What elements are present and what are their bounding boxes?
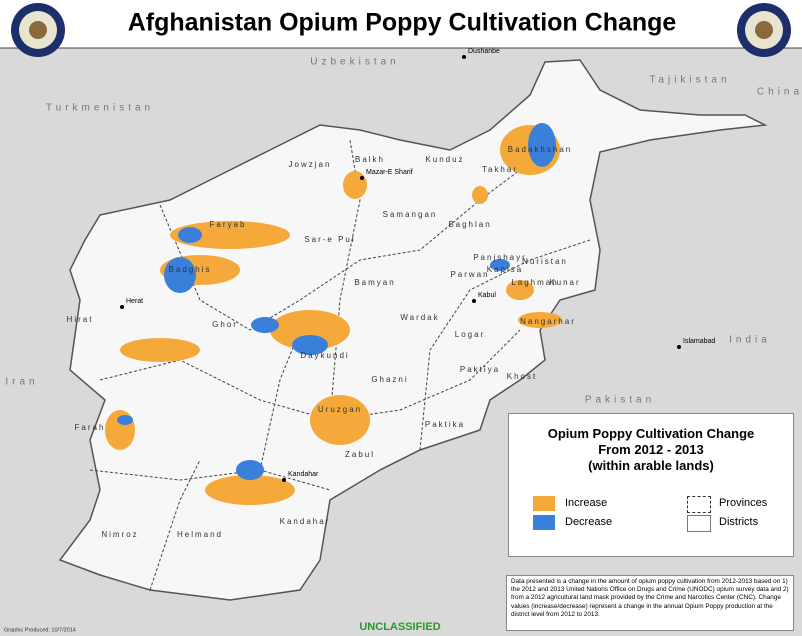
increase-areas bbox=[105, 125, 562, 505]
city-label: Herat bbox=[126, 298, 143, 305]
province-label: Faryab bbox=[210, 220, 247, 229]
legend-label: Decrease bbox=[565, 516, 613, 528]
province-label: Sar-e Pul bbox=[304, 235, 355, 244]
legend-title-line: (within arable lands) bbox=[588, 458, 714, 473]
legend-label: Increase bbox=[565, 497, 608, 509]
country-label: Iran bbox=[5, 377, 38, 388]
province-label: Hirat bbox=[67, 315, 94, 324]
city-label: Kabul bbox=[478, 292, 496, 299]
province-label: Samangan bbox=[383, 210, 438, 219]
province-label: Kapisa bbox=[487, 265, 523, 274]
province-label: Nimroz bbox=[101, 530, 138, 539]
title-bar bbox=[0, 0, 802, 48]
legend: Opium Poppy Cultivation Change From 2012 … bbox=[508, 413, 794, 557]
province-label: Wardak bbox=[400, 313, 439, 322]
city-dot bbox=[282, 478, 286, 482]
province-label: Kunar bbox=[549, 278, 580, 287]
province-label: Farah bbox=[75, 423, 106, 432]
seal-right bbox=[737, 3, 791, 57]
province-label: Kandahar bbox=[280, 517, 331, 526]
city-dot bbox=[462, 55, 466, 59]
province-label: Ghor bbox=[212, 320, 238, 329]
city-label: Kandahar bbox=[288, 471, 319, 478]
province-label: Kunduz bbox=[425, 155, 464, 164]
province-label: Uruzgan bbox=[318, 405, 362, 414]
seal-left bbox=[11, 3, 65, 57]
province-label: Parwan bbox=[450, 270, 489, 279]
province-label: Badakhshan bbox=[508, 145, 572, 154]
city-dot bbox=[472, 299, 476, 303]
country-label: China bbox=[757, 87, 802, 98]
province-label: Zabul bbox=[345, 450, 375, 459]
province-label: Logar bbox=[455, 330, 485, 339]
decrease-areas bbox=[117, 123, 556, 480]
city-label: Islamabad bbox=[683, 338, 715, 345]
data-note: Data presented is a change in the amount… bbox=[506, 575, 794, 631]
country-label: India bbox=[729, 335, 771, 346]
city-dot bbox=[677, 345, 681, 349]
province-label: Ghazni bbox=[371, 375, 408, 384]
country-label: Uzbekistan bbox=[310, 57, 399, 68]
country-label: Turkmenistan bbox=[46, 103, 154, 114]
province-label: Paktika bbox=[425, 420, 465, 429]
province-label: Bamyan bbox=[354, 278, 395, 287]
city-dot bbox=[120, 305, 124, 309]
legend-label: Districts bbox=[719, 516, 759, 528]
province-label: Badghis bbox=[169, 265, 212, 274]
province-label: Takhar bbox=[482, 165, 518, 174]
province-label: Baghlan bbox=[448, 220, 491, 229]
legend-title-line: From 2012 - 2013 bbox=[598, 442, 704, 457]
province-label: Laghman bbox=[511, 278, 558, 287]
title: Afghanistan Opium Poppy Cultivation Chan… bbox=[128, 9, 677, 37]
province-label: Nangarhar bbox=[520, 317, 576, 326]
swatch-increase bbox=[533, 496, 555, 511]
province-label: Panjshayr bbox=[473, 253, 527, 262]
legend-title: Opium Poppy Cultivation Change From 2012 … bbox=[509, 426, 793, 474]
province-label: Jowzjan bbox=[289, 160, 332, 169]
legend-label: Provinces bbox=[719, 497, 768, 509]
afghanistan bbox=[58, 59, 768, 601]
province-label: Balkh bbox=[355, 155, 385, 164]
swatch-districts bbox=[687, 515, 711, 532]
city-label: Dushanbe bbox=[468, 48, 500, 55]
province-label: Daykundi bbox=[300, 351, 349, 360]
swatch-provinces bbox=[687, 496, 711, 513]
country-label: Pakistan bbox=[585, 395, 655, 406]
city-label: Mazar-E Sharif bbox=[366, 169, 413, 176]
province-label: Paktiya bbox=[460, 365, 500, 374]
province-label: Nuristan bbox=[522, 257, 568, 266]
legend-title-line: Opium Poppy Cultivation Change bbox=[547, 426, 755, 441]
swatch-decrease bbox=[533, 515, 555, 530]
classification: UNCLASSIFIED bbox=[359, 621, 440, 633]
country-label: Tajikistan bbox=[649, 75, 730, 86]
city-dot bbox=[360, 176, 364, 180]
province-label: Helmand bbox=[177, 530, 223, 539]
produced-date: Graphic Produced: 10/7/2014 bbox=[4, 627, 76, 633]
province-label: Khost bbox=[507, 372, 537, 381]
